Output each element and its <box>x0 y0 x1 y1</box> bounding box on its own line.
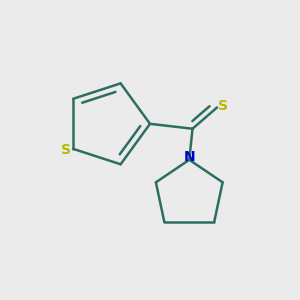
Text: S: S <box>218 100 228 113</box>
Text: S: S <box>61 143 71 158</box>
Text: N: N <box>184 149 196 164</box>
